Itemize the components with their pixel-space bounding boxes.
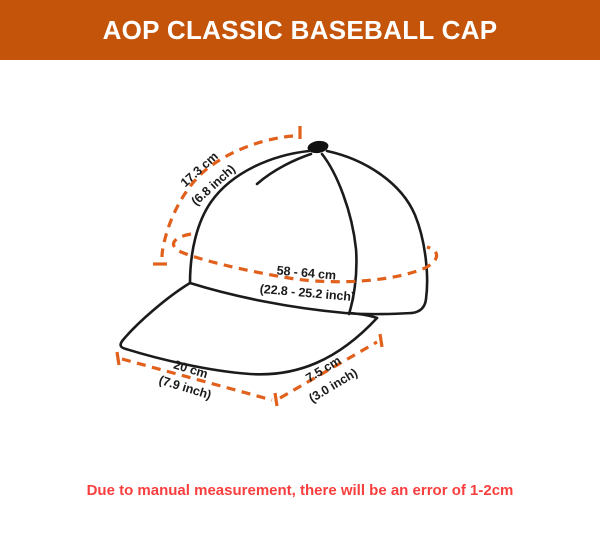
cap-middle-seam-line — [320, 152, 358, 316]
cap-front-seam-line — [255, 152, 313, 186]
circumference-dashed-ellipse — [171, 232, 439, 284]
size-diagram: 17.3 cm (6.8 inch) 58 - 64 cm (22.8 - 25… — [0, 60, 600, 472]
circumference-value-cm: 58 - 64 cm — [276, 263, 336, 282]
circumference-value-inch: (22.8 - 25.2 inch) — [259, 282, 355, 304]
cap-outline — [119, 140, 429, 376]
brim-length-left-tick — [115, 351, 121, 366]
cap-rim-line — [188, 281, 414, 316]
brim-length-dashed-line — [121, 357, 273, 402]
cap-left-silhouette-line — [188, 149, 311, 285]
brim-length-right-tick — [273, 392, 279, 407]
measurement-brim-length: 20 cm (7.9 inch) — [115, 351, 279, 407]
page-title: AOP CLASSIC BASEBALL CAP — [102, 14, 498, 45]
cap-rim-to-brim-corner-line — [348, 311, 379, 320]
disclaimer-text: Due to manual measurement, there will be… — [86, 482, 514, 499]
brim-width-top-tick — [378, 333, 384, 348]
cap-illustration: 17.3 cm (6.8 inch) 58 - 64 cm (22.8 - 25… — [115, 126, 439, 407]
cap-right-silhouette-line — [325, 149, 429, 315]
title-banner: AOP CLASSIC BASEBALL CAP — [0, 0, 600, 60]
brim-width-dashed-line — [279, 340, 378, 400]
cap-brim-outline — [119, 281, 379, 376]
measurement-head-circumference: 58 - 64 cm (22.8 - 25.2 inch) — [171, 232, 439, 304]
disclaimer: Due to manual measurement, there will be… — [0, 472, 600, 499]
crown-height-dashed-arc — [160, 134, 294, 258]
cap-button — [307, 140, 329, 154]
